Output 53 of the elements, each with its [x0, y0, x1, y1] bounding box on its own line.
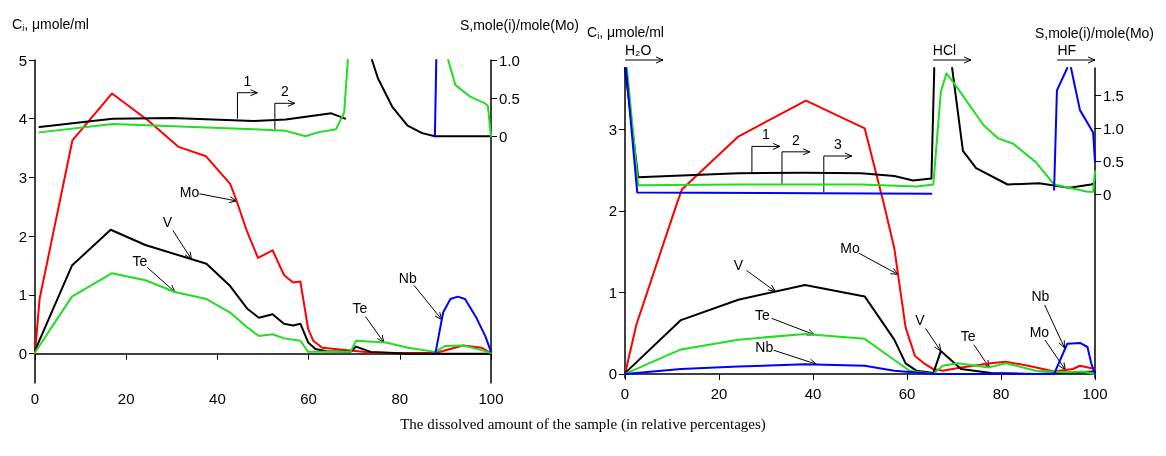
y2-tick-label: 0 [499, 127, 508, 145]
y-tick-label: 5 [18, 51, 27, 69]
y2-tick-label: 0.5 [499, 89, 520, 107]
y-tick-label: 2 [18, 227, 27, 245]
annotation: Nb [755, 339, 774, 356]
x-tick-label: 0 [30, 390, 40, 407]
annotation: 2 [280, 83, 289, 100]
x-tick-label: 0 [620, 385, 630, 402]
x-tick-label: 20 [710, 385, 728, 402]
y-tick-label: 1 [18, 286, 27, 304]
annotation: 1 [243, 72, 252, 89]
y-tick-label: 4 [18, 110, 27, 128]
annotation: Te [352, 300, 368, 317]
x-tick-label: 100 [478, 390, 504, 407]
x-tick-label: 100 [1082, 385, 1108, 402]
x-tick-label: 20 [117, 390, 135, 407]
text: H₂O [625, 42, 652, 58]
y2-axis-title: S,mole(i)/mole(Mo) [1034, 25, 1154, 41]
y2-tick-label: 0.5 [1103, 152, 1124, 170]
y2-axis-title: S,mole(i)/mole(Mo) [459, 17, 579, 33]
y2-tick-label: 0 [1103, 185, 1112, 203]
x-tick-label: 40 [804, 385, 822, 402]
x-axis-title: The dissolved amount of the sample (in relative percentages) [399, 416, 767, 433]
annotation: 2 [792, 131, 801, 148]
x-tick-label: 60 [300, 390, 317, 407]
y-tick-label: 0 [18, 345, 27, 363]
text: HF [1057, 42, 1077, 58]
annotation: Te [132, 252, 148, 269]
annotation: V [162, 214, 173, 231]
annotation: 3 [833, 136, 842, 152]
annotation: Mo [1029, 323, 1050, 340]
y-tick-label: 1 [608, 283, 617, 301]
y-tick-label: 0 [608, 365, 617, 383]
annotation: 1 [762, 126, 770, 143]
x-tick-label: 60 [898, 385, 916, 402]
y-tick-label: 3 [608, 120, 617, 138]
y-tick-label: 2 [608, 202, 617, 220]
annotation: Te [960, 328, 976, 345]
y-tick-label: 3 [18, 168, 27, 186]
x-tick-label: 40 [209, 390, 226, 407]
annotation: Mo [179, 183, 200, 200]
annotation: Te [755, 306, 771, 323]
annotation: Mo [840, 240, 861, 257]
annotation: Nb [1031, 287, 1050, 304]
x-tick-label: 80 [391, 390, 409, 407]
y2-tick-label: 1.5 [1103, 87, 1124, 105]
y2-tick-label: 1.0 [1103, 120, 1124, 138]
y2-tick-label: 1.0 [499, 51, 520, 69]
x-tick-label: 80 [992, 385, 1010, 402]
annotation: V [733, 256, 744, 273]
annotation: Nb [398, 269, 417, 286]
annotation: V [915, 312, 926, 329]
text: HCl [932, 42, 957, 58]
